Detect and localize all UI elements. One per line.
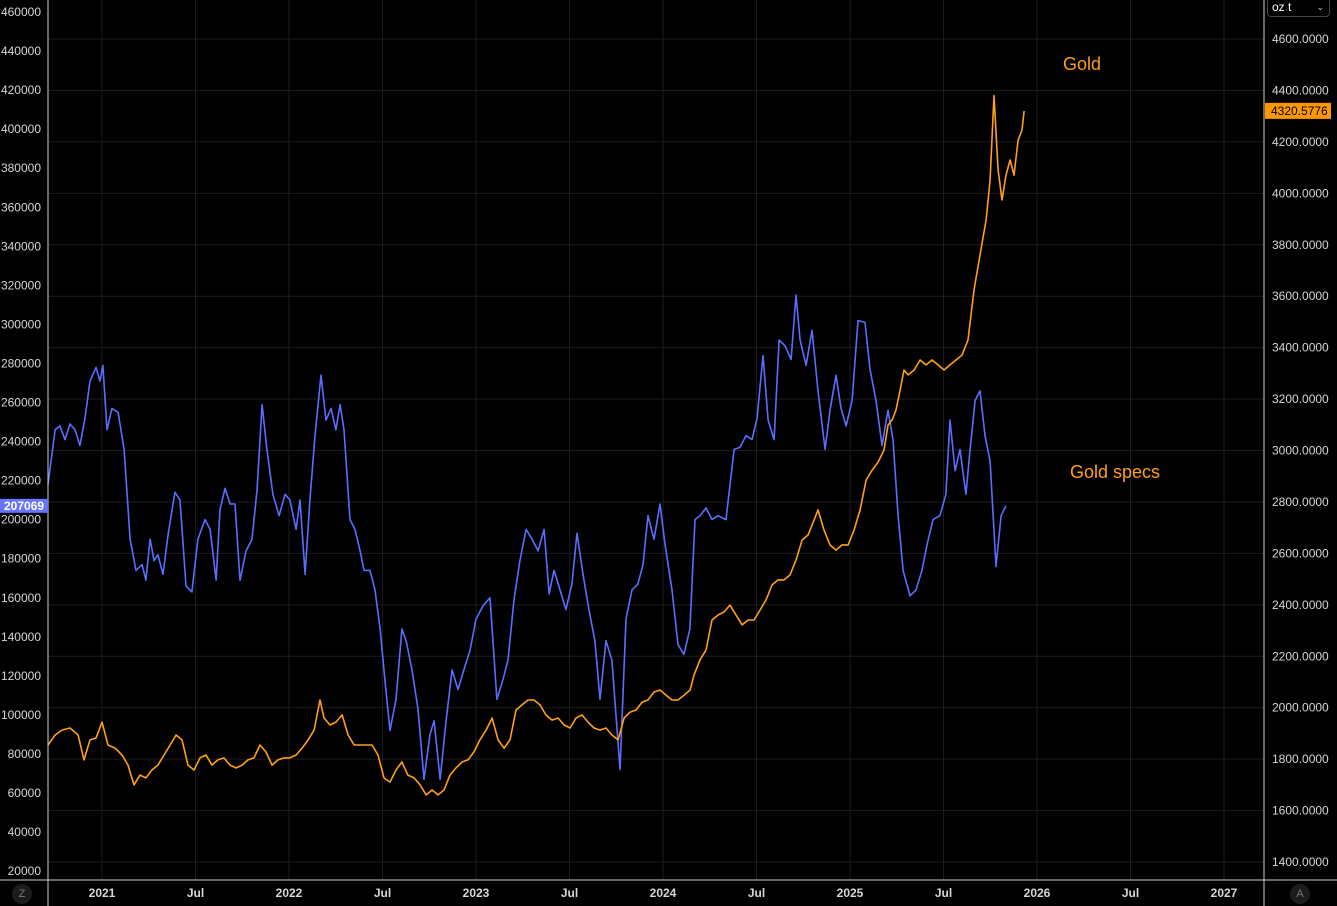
right-axis-tick-label: 4000.0000: [1272, 186, 1329, 200]
x-axis-tick-label: Jul: [748, 886, 765, 900]
series-line-gold-specs: [47, 294, 1007, 781]
x-axis-tick-label: 2022: [276, 886, 303, 900]
right-axis-tick-label: 3400.0000: [1272, 341, 1329, 355]
chevron-down-icon: ⌄: [1316, 2, 1324, 12]
series-lines: [47, 94, 1025, 796]
left-axis-tick-label: 360000: [1, 200, 41, 214]
right-axis-tick-label: 3600.0000: [1272, 289, 1329, 303]
annotation-label: Gold: [1063, 54, 1101, 74]
right-axis-tick-label: 2600.0000: [1272, 546, 1329, 560]
right-axis-tick-label: 3200.0000: [1272, 392, 1329, 406]
right-axis-tick-label: 1400.0000: [1272, 855, 1329, 869]
left-axis-tick-label: 260000: [1, 396, 41, 410]
unit-select-dropdown[interactable]: oz t ⌄: [1267, 0, 1330, 17]
right-axis-tick-label: 4600.0000: [1272, 32, 1329, 46]
right-axis-tick-label: 3800.0000: [1272, 238, 1329, 252]
auto-scale-button[interactable]: A: [1290, 884, 1310, 904]
left-axis-tick-label: 440000: [1, 44, 41, 58]
series-line-gold: [47, 94, 1025, 796]
x-axis-tick-label: 2026: [1024, 886, 1051, 900]
right-axis-tick-label: 3000.0000: [1272, 444, 1329, 458]
left-axis-tick-label: 400000: [1, 122, 41, 136]
right-axis-tick-label: 1600.0000: [1272, 804, 1329, 818]
left-scale-button[interactable]: Z: [12, 884, 32, 904]
left-axis-tick-label: 40000: [8, 825, 42, 839]
x-axis-tick-label: Jul: [561, 886, 578, 900]
annotation-label: Gold specs: [1070, 462, 1160, 482]
right-axis-tick-label: 2200.0000: [1272, 649, 1329, 663]
unit-select-value: oz t: [1272, 0, 1292, 14]
x-axis-tick-label: Jul: [935, 886, 952, 900]
left-axis-tick-label: 80000: [8, 747, 42, 761]
x-axis-tick-label: Jul: [1122, 886, 1139, 900]
left-axis-tick-label: 220000: [1, 474, 41, 488]
left-axis-tick-label: 200000: [1, 513, 41, 527]
left-axis-tick-label: 180000: [1, 552, 41, 566]
last-value-badge-left: 207069: [4, 499, 44, 513]
left-axis-tick-label: 340000: [1, 239, 41, 253]
left-axis-tick-label: 280000: [1, 356, 41, 370]
x-axis-tick-label: 2023: [463, 886, 490, 900]
annotations: Gold Gold specs: [1063, 54, 1160, 482]
left-axis-tick-label: 60000: [8, 786, 42, 800]
left-axis-tick-label: 320000: [1, 278, 41, 292]
right-axis-tick-label: 2800.0000: [1272, 495, 1329, 509]
right-axis-tick-label: 4400.0000: [1272, 83, 1329, 97]
left-axis-tick-label: 420000: [1, 83, 41, 97]
right-axis-tick-label: 4200.0000: [1272, 135, 1329, 149]
left-axis-tick-label: 120000: [1, 669, 41, 683]
x-axis-tick-label: Jul: [187, 886, 204, 900]
last-value-badge-bg: [0, 498, 48, 513]
axis-labels: 4600.0000 4400.0000 4200.0000 4000.0000 3800…: [1, 5, 1329, 900]
x-axis-tick-label: 2027: [1211, 886, 1238, 900]
left-axis-tick-label: 240000: [1, 435, 41, 449]
grid-lines: [48, 0, 1264, 880]
left-axis-tick-label: 160000: [1, 591, 41, 605]
left-axis-tick-label: 100000: [1, 708, 41, 722]
left-axis-tick-label: 380000: [1, 161, 41, 175]
left-axis-tick-label: 460000: [1, 5, 41, 19]
price-badges: 207069 4320.5776: [0, 102, 1331, 513]
left-axis-tick-label: 300000: [1, 317, 41, 331]
left-axis-tick-label: 20000: [8, 864, 42, 878]
x-axis-tick-label: Jul: [374, 886, 391, 900]
x-axis-tick-label: 2024: [650, 886, 677, 900]
right-axis-tick-label: 2400.0000: [1272, 598, 1329, 612]
x-axis-tick-label: 2021: [89, 886, 116, 900]
right-axis-tick-label: 2000.0000: [1272, 701, 1329, 715]
left-axis-tick-label: 140000: [1, 630, 41, 644]
x-axis-tick-label: 2025: [837, 886, 864, 900]
last-value-badge-bg: [1265, 102, 1331, 119]
last-value-badge-right: 4320.5776: [1271, 104, 1328, 118]
right-axis-tick-label: 1800.0000: [1272, 752, 1329, 766]
